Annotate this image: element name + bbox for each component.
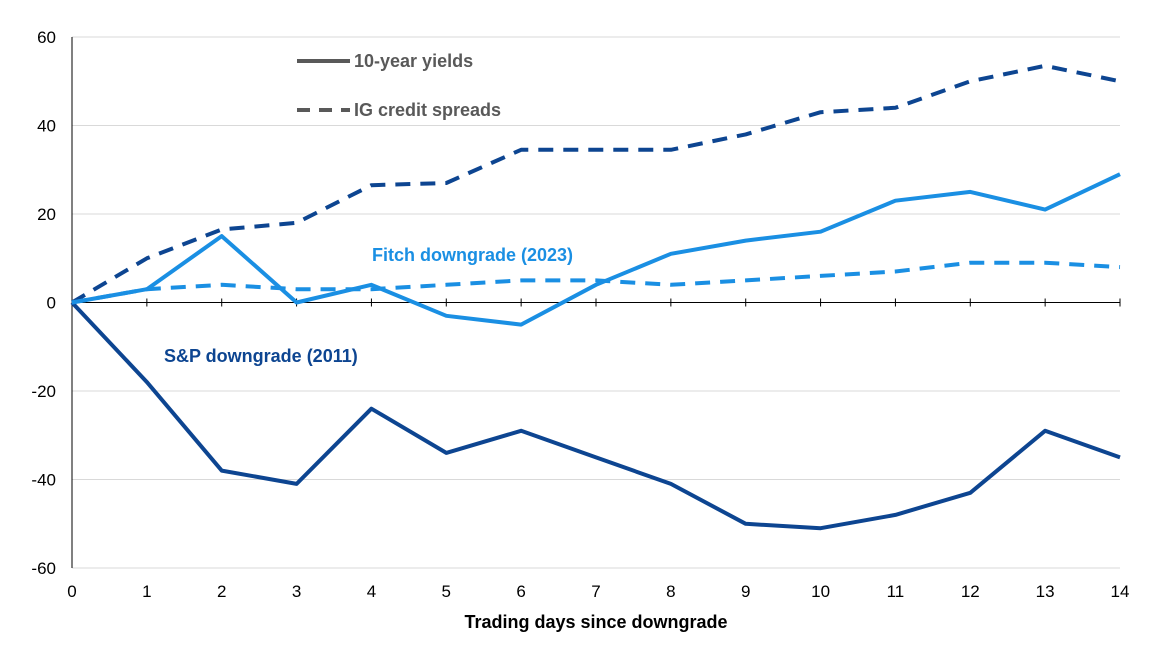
annotation-sp-downgrade: S&P downgrade (2011) — [164, 346, 358, 366]
y-tick-label: 0 — [47, 294, 56, 313]
series-line-sp-downgrade-2011-10-year-yields — [70, 301, 1121, 531]
x-tick-label: 12 — [961, 582, 980, 601]
x-tick-label: 2 — [217, 582, 226, 601]
x-tick-label: 9 — [741, 582, 750, 601]
y-tick-label: -40 — [31, 471, 56, 490]
y-tick-label: 40 — [37, 117, 56, 136]
x-tick-label: 14 — [1111, 582, 1130, 601]
x-tick-label: 1 — [142, 582, 151, 601]
x-tick-label: 3 — [292, 582, 301, 601]
legend-label-ig-credit-spreads: IG credit spreads — [354, 100, 501, 120]
gridlines — [72, 36, 1120, 569]
x-axis-title: Trading days since downgrade — [464, 612, 727, 632]
x-tick-label: 10 — [811, 582, 830, 601]
y-tick-label: -20 — [31, 382, 56, 401]
x-tick-label: 8 — [666, 582, 675, 601]
series-line-sp-downgrade-2011-ig-credit-spreads — [70, 63, 1121, 305]
legend-label-10-year-yields: 10-year yields — [354, 51, 473, 71]
x-tick-label: 6 — [516, 582, 525, 601]
y-tick-label: 20 — [37, 205, 56, 224]
x-tick-label: 13 — [1036, 582, 1055, 601]
series-line-fitch-downgrade-2023-ig-credit-spreads — [71, 260, 1121, 305]
x-tick-label: 7 — [591, 582, 600, 601]
x-tick-label: 11 — [887, 582, 905, 601]
x-tick-label: 0 — [67, 582, 76, 601]
x-tick-label: 4 — [367, 582, 376, 601]
x-tick-label: 5 — [442, 582, 451, 601]
series-lines — [70, 63, 1121, 531]
y-tick-label: -60 — [31, 559, 56, 578]
y-tick-label: 60 — [37, 28, 56, 47]
legend: 10-year yields IG credit spreads — [297, 51, 501, 120]
series-line-fitch-downgrade-2023-10-year-yields — [71, 172, 1121, 327]
annotation-fitch-downgrade: Fitch downgrade (2023) — [372, 245, 573, 265]
